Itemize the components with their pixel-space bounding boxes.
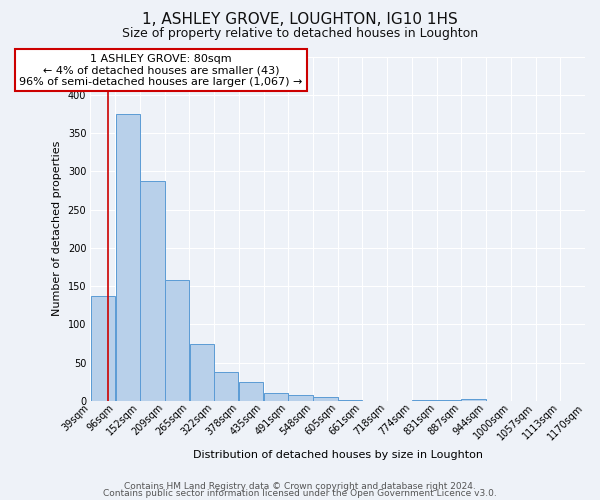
Text: 1, ASHLEY GROVE, LOUGHTON, IG10 1HS: 1, ASHLEY GROVE, LOUGHTON, IG10 1HS [142,12,458,28]
Bar [91,296,115,401]
Bar [412,400,437,401]
Bar [461,398,486,401]
Bar [190,344,214,401]
Bar [289,395,313,401]
Text: Size of property relative to detached houses in Loughton: Size of property relative to detached ho… [122,28,478,40]
Bar [338,400,362,401]
Bar [140,180,164,401]
Bar [313,397,338,401]
Text: Contains public sector information licensed under the Open Government Licence v3: Contains public sector information licen… [103,489,497,498]
Text: Contains HM Land Registry data © Crown copyright and database right 2024.: Contains HM Land Registry data © Crown c… [124,482,476,491]
Text: 1 ASHLEY GROVE: 80sqm
← 4% of detached houses are smaller (43)
96% of semi-detac: 1 ASHLEY GROVE: 80sqm ← 4% of detached h… [19,54,302,87]
Y-axis label: Number of detached properties: Number of detached properties [52,141,62,316]
Bar [116,114,140,401]
Bar [437,400,461,401]
Bar [165,280,189,401]
X-axis label: Distribution of detached houses by size in Loughton: Distribution of detached houses by size … [193,450,483,460]
Bar [214,372,238,401]
Bar [239,382,263,401]
Bar [264,394,288,401]
